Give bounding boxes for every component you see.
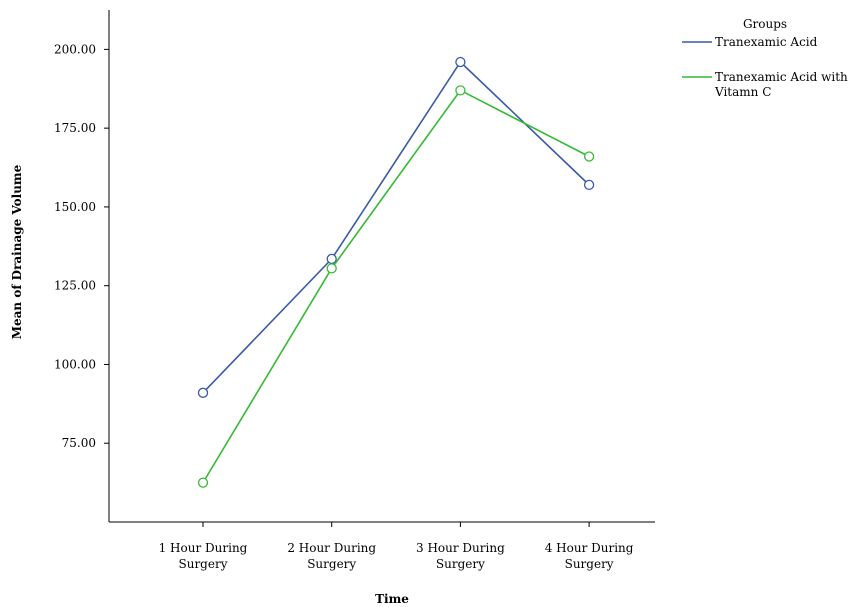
series-1-point [583,179,595,191]
series-line-1 [202,60,590,394]
x-axis-title: Time [375,592,409,606]
y-tick-label: 75.00 [62,436,96,450]
y-tick-label: 200.00 [54,42,96,56]
series-line-2 [202,89,590,484]
y-tick-label: 100.00 [54,357,96,371]
y-tick-label: 125.00 [54,279,96,293]
y-tick-label: 150.00 [54,200,96,214]
series-2-point [326,263,337,274]
legend-title: Groups [743,17,787,31]
x-tick-label: 2 Hour During Surgery [287,541,376,571]
legend-label-2: Tranexamic Acid with Vitamn C [714,70,848,99]
series-2-point [583,151,595,162]
series-layer [197,56,595,488]
x-tick-label: 4 Hour During Surgery [545,541,634,571]
series-1-point [197,387,209,398]
x-tick-label: 1 Hour During Surgery [159,541,248,571]
y-axis-title: Mean of Drainage Volume [10,164,24,339]
legend: Groups Tranexamic Acid Tranexamic Acid wi… [682,17,848,99]
legend-label-1: Tranexamic Acid [715,35,818,49]
series-2-point [455,85,466,96]
y-axis: 75.00 100.00 125.00 150.00 175.00 200.00 [54,10,110,522]
x-tick-label: 3 Hour During Surgery [416,541,505,571]
series-2-point [197,477,209,488]
series-1-point [455,56,466,68]
x-axis: 1 Hour During Surgery 2 Hour During Surgery… [109,521,655,571]
series-1-point [326,253,337,265]
y-tick-label: 175.00 [54,121,96,135]
